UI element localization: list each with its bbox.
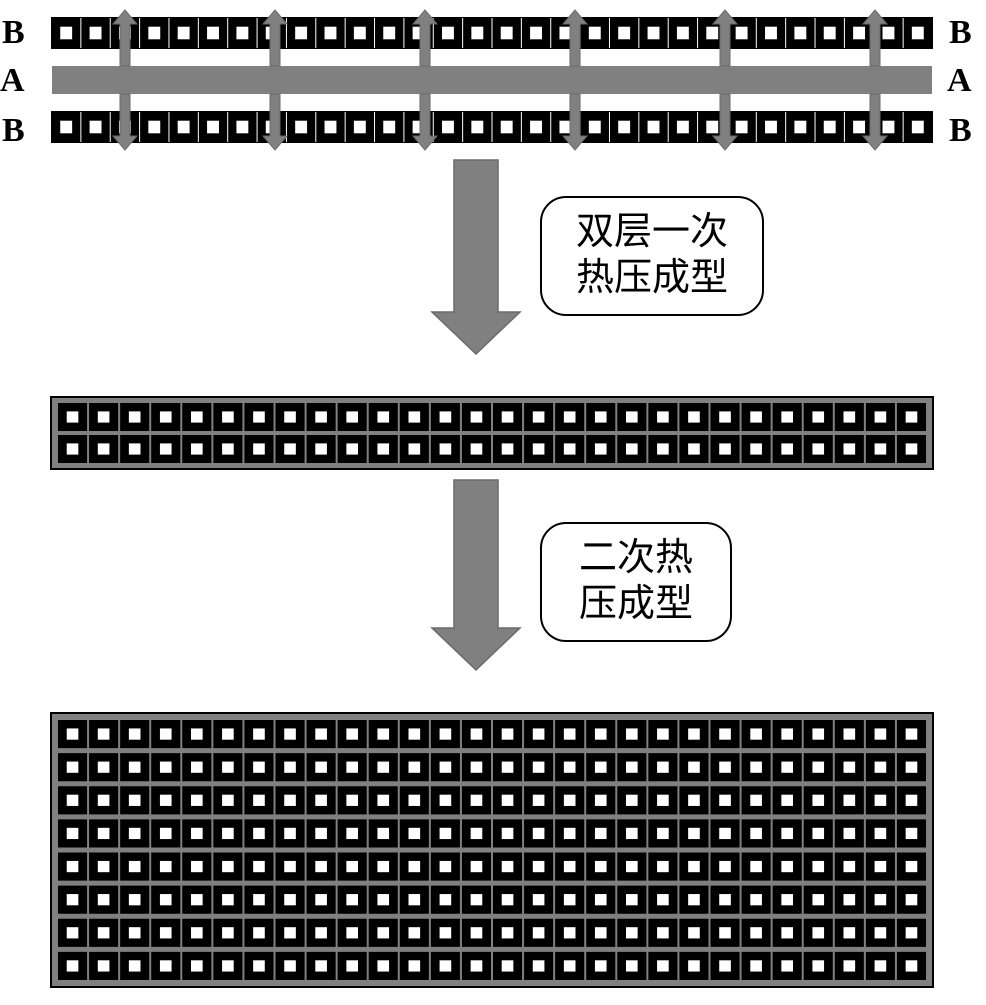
step-2-line2: 压成型: [579, 583, 693, 625]
diagram-root: B A B B A B 双层一次 热压成型 二次热 压成型: [0, 0, 986, 1000]
step-2-text: 二次热 压成型: [579, 536, 693, 627]
label-right-B1: B: [949, 14, 972, 52]
label-left-A: A: [0, 62, 25, 100]
step-1-line1: 双层一次: [576, 211, 728, 253]
label-left-B2: B: [2, 112, 25, 150]
step-2-line1: 二次热: [579, 537, 693, 579]
step-1-text: 双层一次 热压成型: [576, 210, 728, 301]
label-right-A: A: [947, 62, 972, 100]
step-1-line2: 热压成型: [576, 257, 728, 299]
diagram-svg: [0, 0, 986, 1000]
label-left-B1: B: [2, 14, 25, 52]
step-2-box: 二次热 压成型: [540, 522, 732, 642]
label-right-B2: B: [949, 112, 972, 150]
step-1-box: 双层一次 热压成型: [540, 196, 764, 316]
